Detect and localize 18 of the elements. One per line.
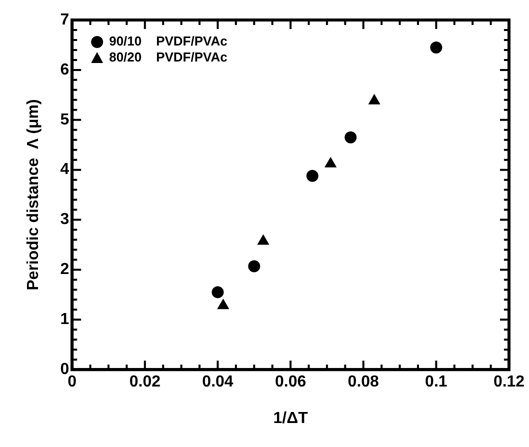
x-tick-label: 0.1 [425, 374, 448, 391]
y-tick-label: 4 [60, 161, 70, 178]
legend-label: 80/20 PVDF/PVAc [109, 50, 228, 65]
x-tick-label: 0.06 [274, 374, 306, 391]
y-tick-label: 5 [60, 111, 70, 128]
y-tick-label: 7 [60, 11, 70, 28]
x-axis-title: 1/ΔT [273, 410, 308, 427]
x-tick-label: 0.08 [348, 374, 380, 391]
y-tick-label: 6 [60, 61, 70, 78]
x-tick-label: 0.02 [129, 374, 161, 391]
y-tick-label: 3 [60, 211, 70, 228]
y-tick-label: 2 [60, 261, 70, 278]
y-tick-label: 1 [60, 311, 70, 328]
y-axis-title: Periodic distance Λ (μm) [25, 99, 42, 290]
legend-label: 90/10 PVDF/PVAc [109, 34, 228, 49]
y-tick-label: 0 [60, 361, 70, 378]
x-tick-label: 0.12 [493, 374, 525, 391]
x-tick-label: 0.04 [202, 374, 234, 391]
